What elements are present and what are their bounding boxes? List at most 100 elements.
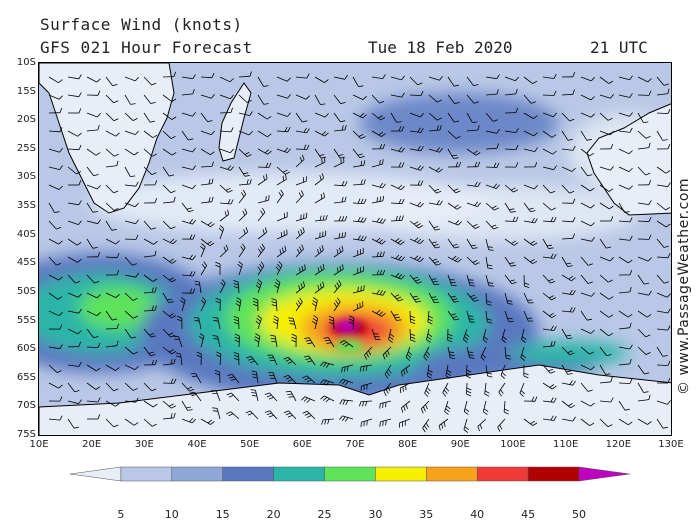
wind-barb xyxy=(143,76,157,86)
wind-barb xyxy=(542,292,557,301)
wind-barb xyxy=(67,220,82,225)
wind-barb xyxy=(285,390,297,402)
africa-landmass xyxy=(39,63,175,214)
wind-barb xyxy=(48,238,63,245)
wind-barb xyxy=(143,112,155,123)
wind-barb xyxy=(162,148,177,156)
latitude-label: 55S xyxy=(16,314,36,326)
wind-barb xyxy=(520,346,526,361)
wind-barb xyxy=(656,166,671,174)
wind-barb xyxy=(497,418,506,432)
wind-barb xyxy=(200,94,215,99)
wind-barb xyxy=(162,94,177,102)
wind-barb xyxy=(618,378,633,384)
wind-barb xyxy=(580,346,594,355)
legend-swatch xyxy=(273,466,325,482)
wind-barb xyxy=(257,195,270,204)
wind-barb xyxy=(466,238,478,249)
wind-barb xyxy=(181,219,196,225)
wind-barb xyxy=(235,297,242,312)
wind-barb xyxy=(618,270,633,276)
wind-barb xyxy=(466,310,475,323)
wind-barb xyxy=(267,354,278,366)
wind-barb xyxy=(561,145,576,151)
wind-barb xyxy=(657,378,671,384)
wind-barb xyxy=(390,238,405,245)
wind-barb xyxy=(656,108,671,114)
wind-barb xyxy=(143,346,156,357)
wind-barb xyxy=(409,127,424,133)
wind-barb xyxy=(233,352,240,366)
wind-barb xyxy=(105,130,120,137)
wind-barb xyxy=(339,340,354,348)
wind-barb xyxy=(485,143,499,150)
wind-barb xyxy=(466,112,478,123)
wind-barb xyxy=(364,346,373,360)
wind-barb xyxy=(580,148,595,157)
wind-barb xyxy=(637,328,651,338)
wind-barb xyxy=(656,325,671,331)
wind-barb xyxy=(352,94,367,100)
wind-barb xyxy=(143,197,158,204)
wind-barb xyxy=(485,310,493,324)
wind-barb xyxy=(251,370,259,384)
wind-map[interactable] xyxy=(38,62,672,436)
wind-barb xyxy=(447,220,462,226)
longitude-label: 40E xyxy=(187,439,207,450)
wind-barb xyxy=(276,211,288,222)
wind-barb xyxy=(304,337,316,348)
wind-barb xyxy=(637,217,652,223)
wind-barb xyxy=(215,297,221,312)
wind-barb xyxy=(200,72,215,79)
wind-barb xyxy=(124,234,139,240)
wind-barb xyxy=(618,217,633,223)
wind-barb xyxy=(219,107,233,114)
wind-barb xyxy=(498,382,506,397)
wind-barb xyxy=(162,196,176,204)
wind-barb xyxy=(295,127,310,134)
wind-barb xyxy=(371,328,381,341)
legend-swatch xyxy=(324,466,376,482)
wind-barb xyxy=(542,74,557,79)
wind-barb xyxy=(426,364,433,379)
wind-barb xyxy=(482,400,489,415)
wind-barb xyxy=(295,73,310,79)
wind-barb xyxy=(580,76,595,82)
wind-barb xyxy=(86,382,101,390)
wind-barb xyxy=(371,74,386,79)
wind-barb xyxy=(227,373,240,384)
wind-barb xyxy=(86,76,101,83)
wind-barb xyxy=(162,378,177,384)
longitude-label: 70E xyxy=(345,439,365,450)
forecast-date: Tue 18 Feb 2020 xyxy=(368,38,513,57)
wind-barb xyxy=(143,238,158,245)
wind-barb xyxy=(283,356,297,366)
wind-barbs xyxy=(48,71,671,433)
wind-barb xyxy=(523,418,538,426)
wind-barb xyxy=(291,333,297,348)
wind-barb xyxy=(283,374,297,384)
wind-barb xyxy=(580,400,595,407)
wind-barb xyxy=(339,378,354,386)
wind-barb xyxy=(124,310,138,319)
wind-barb xyxy=(200,196,214,204)
wind-barb xyxy=(409,145,424,152)
wind-barb xyxy=(250,389,259,402)
wind-barb xyxy=(523,202,536,213)
wind-barb xyxy=(162,166,175,177)
wind-speed-legend xyxy=(70,466,630,482)
longitude-label: 50E xyxy=(240,439,260,450)
wind-barb xyxy=(143,220,157,230)
wind-barb xyxy=(257,173,268,186)
wind-barb xyxy=(428,125,442,132)
wind-barb xyxy=(162,310,177,319)
wind-barb xyxy=(390,292,404,302)
wind-barb xyxy=(542,310,557,319)
wind-barb xyxy=(637,290,652,296)
wind-barb xyxy=(523,217,538,224)
wind-barb xyxy=(124,256,138,266)
wind-barb xyxy=(333,196,347,204)
wind-barb xyxy=(194,280,202,294)
wind-barb xyxy=(238,111,253,116)
wind-barb xyxy=(200,130,215,136)
